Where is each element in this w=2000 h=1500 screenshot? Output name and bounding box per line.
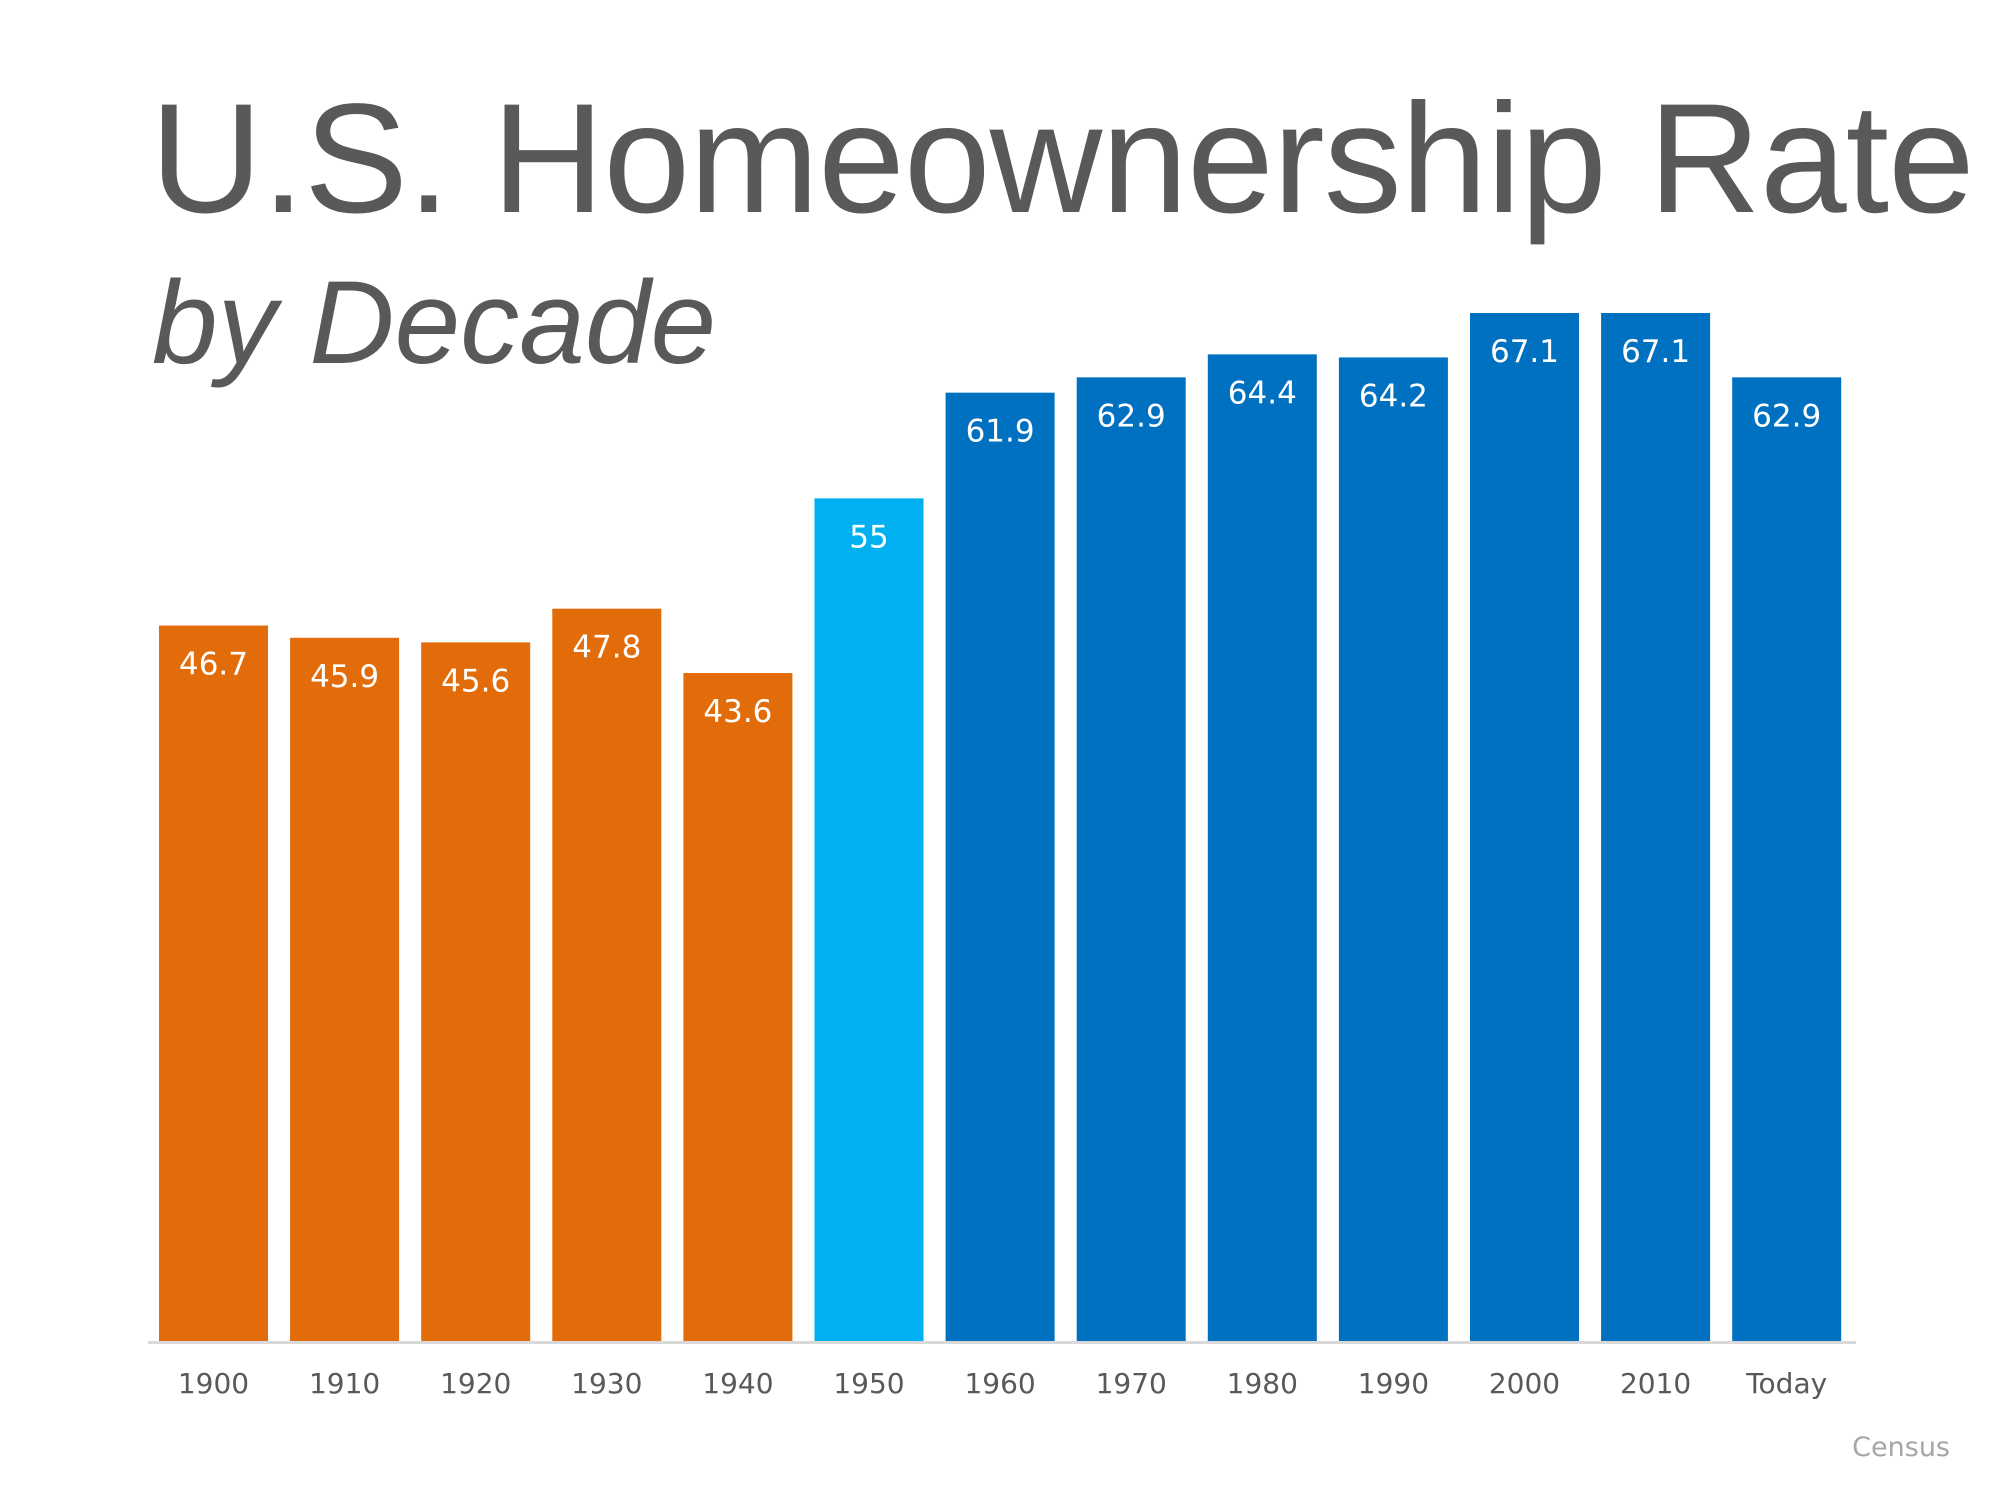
x-tick-label: 2000 xyxy=(1489,1367,1560,1400)
data-label: 47.8 xyxy=(572,630,641,666)
data-label: 45.6 xyxy=(441,663,510,699)
bar-1980 xyxy=(1207,354,1317,1341)
bar-1970 xyxy=(1076,377,1186,1341)
x-tick-label: 1970 xyxy=(1096,1367,1167,1400)
x-tick-label: 1910 xyxy=(309,1367,380,1400)
bar-1950 xyxy=(814,498,924,1341)
source-label: Census xyxy=(1852,1432,1950,1463)
bar-1920 xyxy=(421,642,531,1341)
data-label: 67.1 xyxy=(1621,334,1690,370)
x-tick-label: Today xyxy=(1745,1367,1827,1400)
data-label: 55 xyxy=(849,519,888,555)
x-tick-label: 1920 xyxy=(440,1367,511,1400)
bar-1960 xyxy=(945,392,1055,1342)
chart-title: U.S. Homeownership Rate xyxy=(150,72,1975,246)
x-tick-label: 1990 xyxy=(1358,1367,1429,1400)
bar-2000 xyxy=(1470,313,1579,1341)
data-label: 64.2 xyxy=(1359,378,1428,414)
x-tick-label: 1930 xyxy=(571,1367,642,1400)
bar-1990 xyxy=(1338,357,1448,1341)
data-label: 45.9 xyxy=(310,659,379,695)
bar-1910 xyxy=(290,637,400,1341)
x-tick-label: 1950 xyxy=(833,1367,904,1400)
data-label: 61.9 xyxy=(966,414,1035,450)
x-tick-label: 1900 xyxy=(178,1367,249,1400)
data-label: 43.6 xyxy=(703,694,772,730)
data-label: 62.9 xyxy=(1097,398,1166,434)
data-label: 62.9 xyxy=(1752,398,1821,434)
data-label: 46.7 xyxy=(179,647,248,683)
bar-2010 xyxy=(1601,313,1711,1341)
data-label: 64.4 xyxy=(1228,375,1297,411)
x-tick-label: 1980 xyxy=(1227,1367,1298,1400)
x-tick-label: 1960 xyxy=(964,1367,1035,1400)
x-tick-label: 1940 xyxy=(702,1367,773,1400)
x-tick-label: 2010 xyxy=(1620,1367,1691,1400)
chart-subtitle: by Decade xyxy=(152,257,717,389)
bar-1900 xyxy=(159,625,268,1341)
bar-1940 xyxy=(683,673,793,1341)
data-label: 67.1 xyxy=(1490,334,1559,370)
bar-Today xyxy=(1732,377,1842,1341)
bar-1930 xyxy=(552,608,662,1341)
